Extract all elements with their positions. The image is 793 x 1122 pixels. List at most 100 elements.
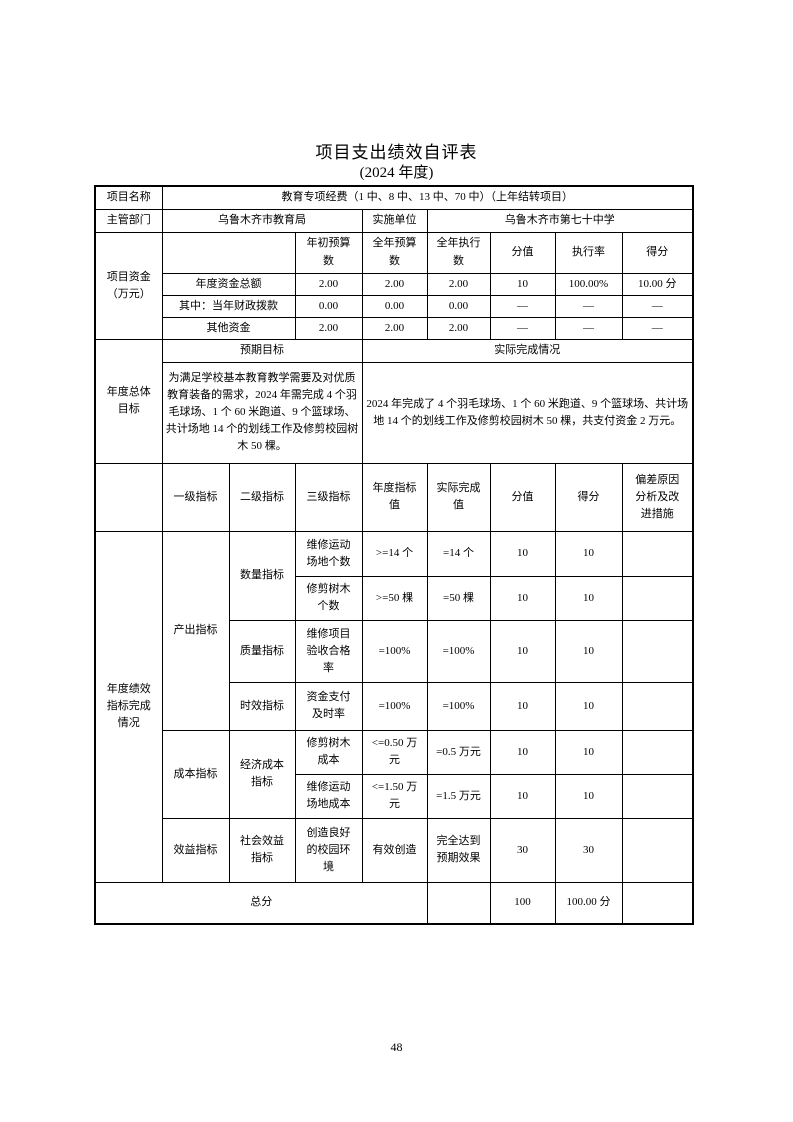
funds-executed-cell: 2.00 bbox=[426, 316, 491, 340]
funds-annual-cell: 2.00 bbox=[361, 316, 428, 340]
score-cell: 10 bbox=[554, 575, 623, 621]
level2-quantity-cell: 数量指标 bbox=[228, 530, 296, 621]
funds-executed-cell: 2.00 bbox=[426, 272, 491, 296]
deviation-cell bbox=[621, 681, 694, 731]
indicator-header-row: 一级指标 二级指标 三级指标 年度指标 值 实际完成 值 分值 得分 偏差原因 … bbox=[94, 462, 694, 532]
target-value-cell: <=1.50 万 元 bbox=[361, 773, 428, 819]
score-cell: 10 bbox=[554, 530, 623, 577]
goal-expected-text-cell: 为满足学校基本教育教学需要及对优质教育装备的需求，2024 年需完成 4 个羽毛… bbox=[161, 361, 363, 464]
funds-row-other: 其他资金 2.00 2.00 2.00 — — — bbox=[95, 316, 694, 340]
goal-section-label-cell: 年度总体 目标 bbox=[94, 338, 163, 464]
page-number: 48 bbox=[390, 1040, 403, 1054]
indicator-col-deviation: 偏差原因 分析及改 进措施 bbox=[621, 462, 694, 532]
score-value-cell: 10 bbox=[489, 681, 556, 731]
total-deviation-blank-cell bbox=[621, 881, 694, 925]
deviation-cell bbox=[621, 619, 694, 683]
funds-col-exec-rate: 执行率 bbox=[554, 231, 623, 274]
indicator-blank-header-cell bbox=[94, 462, 163, 532]
funds-score-cell: — bbox=[621, 294, 694, 318]
funds-score-cell: — bbox=[621, 316, 694, 340]
funds-col-score: 得分 bbox=[621, 231, 694, 274]
level1-output-cell: 产出指标 bbox=[161, 530, 230, 731]
indicator-row: 修剪树木 个数 >=50 棵 =50 棵 10 10 bbox=[95, 575, 694, 621]
performance-self-evaluation-table: 项目名称 教育专项经费（1 中、8 中、13 中、70 中）（上年结转项目） 主… bbox=[94, 185, 694, 926]
project-name-value-cell: 教育专项经费（1 中、8 中、13 中、70 中）（上年结转项目） bbox=[161, 185, 694, 210]
funds-initial-cell: 2.00 bbox=[294, 272, 363, 296]
score-cell: 30 bbox=[554, 817, 623, 883]
score-value-cell: 30 bbox=[489, 817, 556, 883]
deviation-cell bbox=[621, 773, 694, 819]
level2-economic-cost-cell: 经济成本 指标 bbox=[228, 729, 296, 819]
target-value-cell: =100% bbox=[361, 681, 428, 731]
funds-exec-rate-cell: — bbox=[554, 316, 623, 340]
funds-exec-rate-cell: 100.00% bbox=[554, 272, 623, 296]
funds-blank-header-cell bbox=[161, 231, 296, 274]
indicator-col-level3: 三级指标 bbox=[294, 462, 363, 532]
score-value-cell: 10 bbox=[489, 729, 556, 775]
funds-score-value-cell: — bbox=[489, 294, 556, 318]
score-cell: 10 bbox=[554, 773, 623, 819]
indicator-row: 成本指标 经济成本 指标 修剪树木 成本 <=0.50 万 元 =0.5 万元 … bbox=[95, 729, 694, 819]
target-value-cell: >=14 个 bbox=[361, 530, 428, 577]
funds-section-label-cell: 项目资金 （万元） bbox=[94, 231, 163, 340]
indicator-col-actual: 实际完成 值 bbox=[426, 462, 491, 532]
score-value-cell: 10 bbox=[489, 619, 556, 683]
level3-cell: 资金支付 及时率 bbox=[294, 681, 363, 731]
actual-value-cell: =1.5 万元 bbox=[426, 773, 491, 819]
score-cell: 10 bbox=[554, 681, 623, 731]
dept-value-cell: 乌鲁木齐市教育局 bbox=[161, 208, 363, 233]
indicator-row: 效益指标 社会效益 指标 创造良好 的校园环 境 有效创造 完全达到 预期效果 … bbox=[95, 817, 694, 883]
project-name-label-cell: 项目名称 bbox=[94, 185, 163, 210]
level1-benefit-cell: 效益指标 bbox=[161, 817, 230, 883]
actual-value-cell: 完全达到 预期效果 bbox=[426, 817, 491, 883]
funds-row-name-cell: 年度资金总额 bbox=[161, 272, 296, 296]
funds-col-executed: 全年执行 数 bbox=[426, 231, 491, 274]
score-value-cell: 10 bbox=[489, 773, 556, 819]
funds-col-annual-budget: 全年预算 数 bbox=[361, 231, 428, 274]
actual-value-cell: =100% bbox=[426, 619, 491, 683]
funds-row-name-cell: 其中：当年财政拨款 bbox=[161, 294, 296, 318]
indicator-row: 年度绩效 指标完成 情况 产出指标 数量指标 维修运动 场地个数 >=14 个 … bbox=[94, 530, 694, 883]
funds-exec-rate-cell: — bbox=[554, 294, 623, 318]
actual-value-cell: =100% bbox=[426, 681, 491, 731]
level1-cost-cell: 成本指标 bbox=[161, 729, 230, 819]
funds-score-value-cell: 10 bbox=[489, 272, 556, 296]
total-row: 总分 100 100.00 分 bbox=[94, 881, 694, 925]
level3-cell: 创造良好 的校园环 境 bbox=[294, 817, 363, 883]
funds-col-initial-budget: 年初预算 数 bbox=[294, 231, 363, 274]
level3-cell: 修剪树木 个数 bbox=[294, 575, 363, 621]
indicator-col-target: 年度指标 值 bbox=[361, 462, 428, 532]
level3-cell: 修剪树木 成本 bbox=[294, 729, 363, 775]
funds-annual-cell: 2.00 bbox=[361, 272, 428, 296]
indicator-section-label-cell: 年度绩效 指标完成 情况 bbox=[94, 530, 163, 883]
funds-col-score-value: 分值 bbox=[489, 231, 556, 274]
score-value-cell: 10 bbox=[489, 530, 556, 577]
target-value-cell: >=50 棵 bbox=[361, 575, 428, 621]
goal-expected-header-cell: 预期目标 bbox=[161, 338, 363, 363]
funds-row-name-cell: 其他资金 bbox=[161, 316, 296, 340]
score-value-cell: 10 bbox=[489, 575, 556, 621]
total-score-value-cell: 100 bbox=[489, 881, 556, 925]
goal-actual-header-cell: 实际完成情况 bbox=[361, 338, 694, 363]
funds-header-row: 项目资金 （万元） 年初预算 数 全年预算 数 全年执行 数 分值 执行率 得分 bbox=[94, 231, 694, 340]
indicator-col-level1: 一级指标 bbox=[161, 462, 230, 532]
indicator-col-score: 得分 bbox=[554, 462, 623, 532]
indicator-row: 质量指标 维修项目 验收合格 率 =100% =100% 10 10 bbox=[95, 619, 694, 683]
dept-label-cell: 主管部门 bbox=[94, 208, 163, 233]
target-value-cell: =100% bbox=[361, 619, 428, 683]
total-score-cell: 100.00 分 bbox=[554, 881, 623, 925]
goal-header-row: 年度总体 目标 预期目标 实际完成情况 bbox=[94, 338, 694, 464]
funds-row-total: 年度资金总额 2.00 2.00 2.00 10 100.00% 10.00 分 bbox=[95, 272, 694, 296]
department-row: 主管部门 乌鲁木齐市教育局 实施单位 乌鲁木齐市第七十中学 bbox=[94, 208, 694, 233]
indicator-col-level2: 二级指标 bbox=[228, 462, 296, 532]
goal-content-row: 为满足学校基本教育教学需要及对优质教育装备的需求，2024 年需完成 4 个羽毛… bbox=[95, 361, 694, 464]
target-value-cell: <=0.50 万 元 bbox=[361, 729, 428, 775]
document-subtitle: (2024 年度) bbox=[359, 165, 434, 181]
score-cell: 10 bbox=[554, 729, 623, 775]
indicator-col-score-value: 分值 bbox=[489, 462, 556, 532]
level3-cell: 维修运动 场地成本 bbox=[294, 773, 363, 819]
target-value-cell: 有效创造 bbox=[361, 817, 428, 883]
unit-value-cell: 乌鲁木齐市第七十中学 bbox=[426, 208, 694, 233]
actual-value-cell: =50 棵 bbox=[426, 575, 491, 621]
funds-score-value-cell: — bbox=[489, 316, 556, 340]
